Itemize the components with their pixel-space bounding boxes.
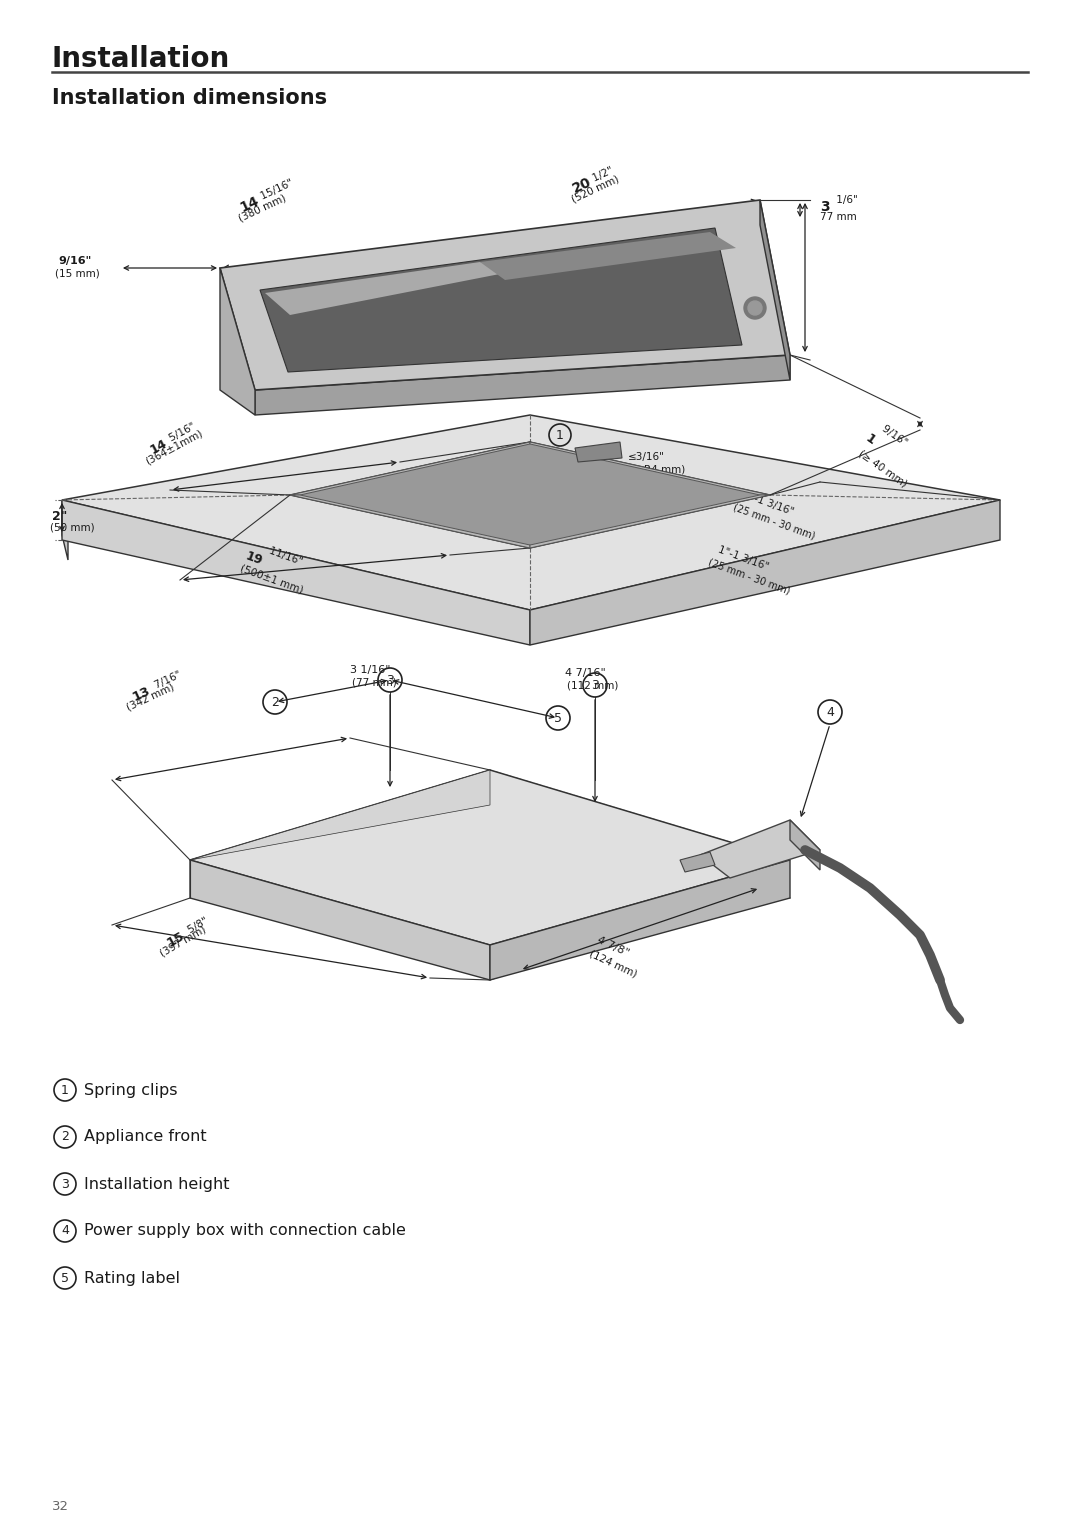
Polygon shape (260, 228, 742, 372)
Polygon shape (789, 820, 820, 871)
Text: (520 mm): (520 mm) (570, 173, 621, 203)
Text: 1: 1 (62, 1083, 69, 1097)
Polygon shape (300, 444, 760, 545)
Text: Rating label: Rating label (84, 1270, 180, 1285)
Text: 9/16": 9/16" (877, 422, 908, 448)
Polygon shape (530, 442, 770, 496)
Text: 1: 1 (863, 431, 877, 448)
Text: 3: 3 (820, 200, 829, 214)
Polygon shape (62, 500, 530, 646)
Text: 19: 19 (244, 549, 265, 568)
Text: 5: 5 (554, 711, 562, 725)
Text: (397 mm): (397 mm) (158, 924, 207, 959)
Text: 9/16": 9/16" (58, 256, 91, 266)
Text: (380 mm): (380 mm) (237, 193, 287, 223)
Text: (500±1 mm): (500±1 mm) (239, 563, 305, 595)
Text: Installation height: Installation height (84, 1177, 229, 1192)
Text: 32: 32 (52, 1499, 69, 1513)
Polygon shape (62, 415, 1000, 610)
Text: 20: 20 (570, 174, 594, 196)
Text: (≤ R4 mm): (≤ R4 mm) (627, 464, 685, 474)
Text: 4: 4 (826, 705, 834, 719)
Text: (50 mm): (50 mm) (50, 522, 95, 532)
Text: (15 mm): (15 mm) (55, 268, 99, 278)
Polygon shape (190, 770, 490, 860)
Polygon shape (190, 770, 789, 946)
Text: 5/8": 5/8" (183, 915, 210, 936)
Text: Installation: Installation (52, 44, 230, 73)
Text: 2": 2" (52, 509, 67, 523)
Text: (25 mm - 30 mm): (25 mm - 30 mm) (706, 557, 792, 597)
Text: 3: 3 (591, 678, 599, 692)
Polygon shape (220, 268, 255, 415)
Polygon shape (265, 262, 510, 315)
Text: 15: 15 (165, 929, 187, 949)
Polygon shape (480, 233, 735, 280)
Polygon shape (530, 496, 770, 548)
Text: 14: 14 (238, 194, 261, 214)
Text: (77 mm): (77 mm) (352, 676, 396, 687)
Text: 15/16": 15/16" (256, 177, 295, 203)
Polygon shape (291, 496, 530, 548)
Text: 3: 3 (62, 1178, 69, 1190)
Polygon shape (680, 852, 715, 872)
Text: Spring clips: Spring clips (84, 1083, 177, 1097)
Polygon shape (62, 500, 68, 560)
Text: 3 1/16": 3 1/16" (350, 666, 391, 675)
Text: (124 mm): (124 mm) (588, 949, 638, 979)
Text: ≤3/16": ≤3/16" (627, 451, 665, 462)
Polygon shape (700, 820, 820, 878)
Text: 7/16": 7/16" (150, 670, 183, 692)
Polygon shape (760, 200, 789, 379)
Text: 11/16": 11/16" (265, 545, 303, 568)
Text: 3: 3 (386, 673, 394, 687)
Text: 2: 2 (62, 1131, 69, 1143)
Text: 5: 5 (60, 1271, 69, 1285)
Text: 13: 13 (130, 684, 152, 704)
Text: Installation dimensions: Installation dimensions (52, 89, 327, 109)
Text: 1/2": 1/2" (588, 165, 615, 185)
Text: 4: 4 (62, 1224, 69, 1238)
Text: 4 7/8": 4 7/8" (596, 935, 631, 958)
Text: (≥ 40 mm): (≥ 40 mm) (856, 448, 908, 488)
Polygon shape (255, 355, 789, 415)
Text: 2: 2 (271, 696, 279, 708)
Circle shape (744, 297, 766, 318)
Text: Power supply box with connection cable: Power supply box with connection cable (84, 1224, 406, 1238)
Text: 77 mm: 77 mm (820, 213, 856, 222)
Text: 5/16": 5/16" (165, 421, 198, 445)
Text: 4 7/16": 4 7/16" (565, 669, 606, 678)
Text: (364±1mm): (364±1mm) (144, 428, 204, 467)
Text: 1/6": 1/6" (833, 194, 858, 205)
Text: 1"-1 3/16": 1"-1 3/16" (716, 545, 770, 572)
Polygon shape (490, 860, 789, 981)
Text: 14: 14 (148, 436, 170, 456)
Polygon shape (530, 500, 1000, 646)
Text: (25 mm - 30 mm): (25 mm - 30 mm) (731, 502, 816, 542)
Text: (112 mm): (112 mm) (567, 679, 619, 690)
Circle shape (748, 301, 762, 315)
Polygon shape (291, 442, 530, 496)
Polygon shape (190, 860, 490, 981)
Text: Appliance front: Appliance front (84, 1129, 206, 1144)
Text: (342 mm): (342 mm) (125, 681, 176, 711)
Polygon shape (291, 442, 770, 548)
Text: 1: 1 (556, 428, 564, 442)
Polygon shape (575, 442, 622, 462)
Polygon shape (220, 200, 789, 390)
Text: 1"-1 3/16": 1"-1 3/16" (742, 490, 795, 517)
